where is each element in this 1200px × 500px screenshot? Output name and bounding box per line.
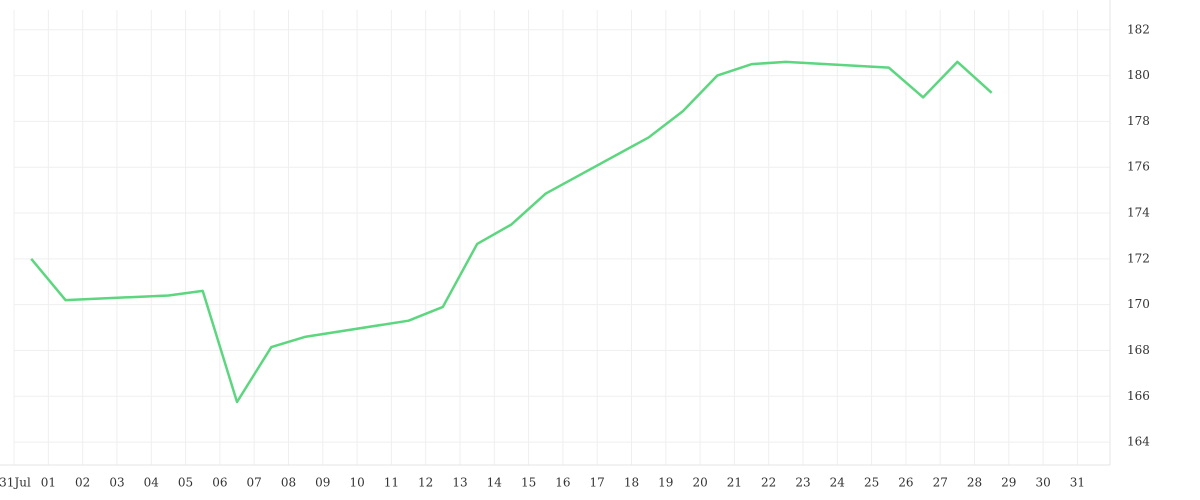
x-tick-label: 03 (109, 476, 124, 490)
y-tick-label: 168 (1127, 343, 1150, 357)
x-tick-label: 17 (590, 476, 605, 490)
x-tick-label: 28 (967, 476, 982, 490)
x-tick-label: 02 (75, 476, 90, 490)
x-tick-label: 23 (795, 476, 810, 490)
x-tick-label: 24 (830, 476, 846, 490)
x-tick-label: 22 (761, 476, 776, 490)
x-tick-label: 15 (521, 476, 536, 490)
x-tick-label: 06 (212, 476, 227, 490)
y-tick-label: 170 (1127, 297, 1150, 311)
y-tick-label: 178 (1127, 114, 1150, 128)
line (30, 60, 993, 404)
x-tick-label: 18 (624, 476, 639, 490)
x-tick-label: 14 (487, 476, 503, 490)
x-tick-label: 16 (555, 476, 570, 490)
x-tick-label: 07 (247, 476, 262, 490)
y-tick-label: 172 (1127, 251, 1150, 265)
y-tick-label: 166 (1127, 389, 1150, 403)
y-tick-label: 174 (1127, 206, 1150, 220)
y-tick-label: 182 (1127, 22, 1150, 36)
x-tick-label: 21 (727, 476, 742, 490)
x-tick-label: 26 (898, 476, 913, 490)
x-tick-label: 09 (315, 476, 330, 490)
x-tick-label: 27 (933, 476, 948, 490)
x-tick-label: 30 (1035, 476, 1050, 490)
x-tick-label: 31Jul (0, 476, 31, 490)
y-tick-label: 164 (1127, 435, 1150, 449)
x-tick-label: 31 (1070, 476, 1085, 490)
x-tick-label: 25 (864, 476, 879, 490)
x-tick-label: 10 (349, 476, 364, 490)
x-tick-label: 08 (281, 476, 296, 490)
y-tick-label: 176 (1127, 160, 1150, 174)
x-tick-label: 13 (452, 476, 467, 490)
x-tick-label: 01 (41, 476, 56, 490)
x-tick-label: 12 (418, 476, 433, 490)
x-tick-label: 20 (692, 476, 707, 490)
x-tick-label: 19 (658, 476, 673, 490)
x-tick-label: 05 (178, 476, 193, 490)
x-tick-label: 29 (1001, 476, 1016, 490)
y-tick-label: 180 (1127, 68, 1150, 82)
x-tick-label: 04 (144, 476, 160, 490)
x-tick-label: 11 (384, 476, 399, 490)
